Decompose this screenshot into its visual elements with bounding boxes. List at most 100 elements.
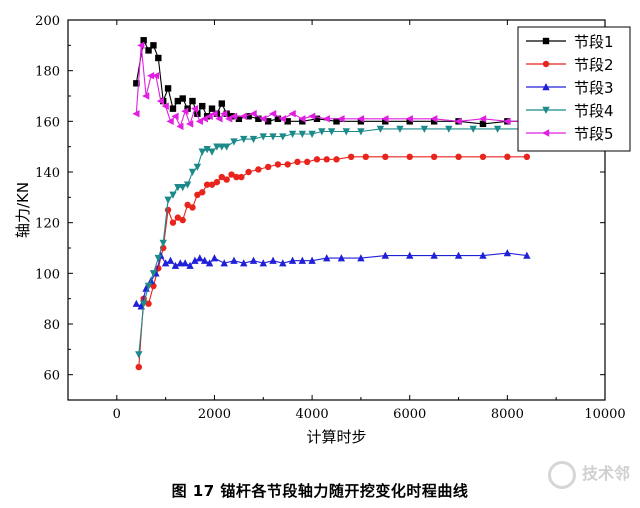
data-point bbox=[164, 206, 172, 214]
data-point bbox=[279, 133, 287, 141]
data-point bbox=[337, 254, 346, 262]
y-tick-label: 200 bbox=[35, 14, 60, 29]
x-axis-label: 计算时步 bbox=[306, 428, 366, 446]
data-point bbox=[164, 85, 172, 92]
data-point bbox=[430, 251, 438, 259]
data-point bbox=[269, 110, 277, 118]
data-point bbox=[176, 259, 184, 267]
data-point bbox=[235, 115, 243, 122]
data-point bbox=[445, 125, 453, 133]
data-point bbox=[298, 115, 306, 123]
data-point bbox=[284, 161, 291, 168]
legend-label: 节段2 bbox=[574, 56, 614, 74]
data-point bbox=[357, 128, 365, 136]
data-point bbox=[166, 117, 174, 126]
data-point bbox=[269, 133, 277, 141]
series-line bbox=[138, 128, 527, 355]
data-point bbox=[284, 118, 291, 125]
data-point bbox=[191, 256, 199, 264]
data-point bbox=[166, 256, 175, 264]
data-point bbox=[382, 153, 389, 160]
data-point bbox=[406, 251, 414, 259]
data-point bbox=[230, 256, 238, 264]
data-point bbox=[181, 107, 189, 115]
x-tick-label: 2000 bbox=[198, 407, 231, 422]
data-point bbox=[430, 153, 438, 160]
y-tick-label: 160 bbox=[35, 115, 60, 130]
data-point bbox=[179, 95, 186, 102]
chart-axes: 0 2000 4000 6000 8000 10000 60 80 100 120 140 160 18… bbox=[14, 14, 626, 446]
x-tick-label: 6000 bbox=[393, 407, 426, 422]
data-point bbox=[362, 153, 369, 160]
legend-marker bbox=[542, 60, 550, 68]
data-point bbox=[208, 105, 216, 112]
data-point bbox=[288, 256, 297, 264]
data-point bbox=[139, 300, 148, 308]
data-point bbox=[194, 191, 201, 198]
data-point bbox=[195, 117, 204, 126]
data-point bbox=[313, 115, 321, 122]
data-point bbox=[454, 117, 462, 126]
y-tick-label: 80 bbox=[43, 318, 60, 333]
data-point bbox=[161, 102, 169, 110]
legend-label: 节段3 bbox=[574, 79, 614, 97]
data-point bbox=[190, 104, 199, 113]
data-point bbox=[240, 259, 248, 267]
data-point bbox=[169, 105, 177, 112]
data-point bbox=[333, 118, 340, 125]
legend-label: 节段1 bbox=[574, 33, 614, 51]
data-point bbox=[145, 300, 152, 307]
data-point bbox=[215, 115, 223, 123]
data-point bbox=[318, 128, 326, 136]
data-point bbox=[222, 143, 231, 151]
data-point bbox=[174, 214, 182, 221]
watermark-text: 技术邻 bbox=[581, 464, 630, 483]
data-point bbox=[154, 254, 163, 263]
y-axis-label: 轴力/KN bbox=[14, 182, 32, 238]
data-point bbox=[288, 110, 296, 118]
data-point bbox=[327, 128, 336, 136]
data-point bbox=[174, 184, 182, 192]
data-point bbox=[137, 41, 145, 50]
data-point bbox=[150, 42, 157, 49]
plot-frame bbox=[67, 19, 606, 401]
data-point bbox=[225, 115, 233, 123]
data-point bbox=[186, 261, 194, 269]
data-point bbox=[308, 130, 316, 138]
data-point bbox=[264, 163, 272, 171]
data-point bbox=[183, 181, 192, 189]
data-point bbox=[274, 161, 282, 168]
series-3 bbox=[132, 249, 531, 310]
data-point bbox=[181, 259, 189, 267]
data-point bbox=[164, 196, 172, 204]
data-point bbox=[504, 153, 511, 160]
data-point bbox=[179, 216, 186, 224]
x-tick-label: 8000 bbox=[491, 407, 524, 422]
data-point bbox=[478, 115, 487, 123]
legend-label: 节段5 bbox=[574, 125, 614, 143]
legend-label: 节段4 bbox=[574, 102, 614, 120]
data-point bbox=[200, 115, 208, 123]
data-point bbox=[171, 261, 180, 269]
site-watermark: 技术邻 bbox=[547, 460, 630, 489]
data-point bbox=[220, 110, 228, 118]
data-point bbox=[189, 204, 196, 211]
data-point bbox=[455, 153, 462, 160]
data-point bbox=[149, 270, 158, 278]
data-point bbox=[245, 113, 252, 120]
data-point bbox=[430, 115, 438, 123]
series-2 bbox=[135, 153, 531, 371]
data-point bbox=[249, 135, 258, 144]
data-point bbox=[479, 153, 487, 160]
data-point bbox=[135, 351, 143, 359]
data-point bbox=[381, 251, 390, 259]
series-1 bbox=[133, 37, 531, 128]
data-point bbox=[200, 256, 209, 264]
data-point bbox=[313, 156, 321, 163]
data-point bbox=[135, 363, 142, 371]
data-point bbox=[264, 118, 272, 125]
data-point bbox=[337, 115, 345, 123]
line-chart: 0 2000 4000 6000 8000 10000 60 80 100 120 140 160 18… bbox=[14, 14, 631, 446]
data-point bbox=[132, 299, 141, 307]
data-point bbox=[174, 97, 182, 105]
